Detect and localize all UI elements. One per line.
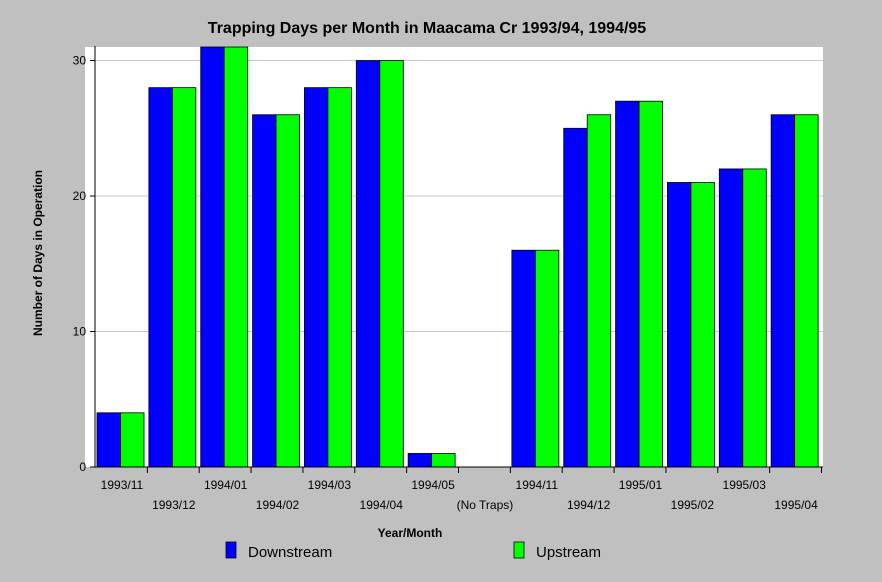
bar-downstream-1 <box>148 87 173 468</box>
y-tick-label: 20 <box>73 189 87 203</box>
bar-upstream-13 <box>794 114 819 468</box>
x-tick-label: 1994/11 <box>516 478 559 492</box>
axes <box>90 46 823 473</box>
y-tick-label: 0 <box>79 460 86 474</box>
bar-upstream-3 <box>275 114 300 468</box>
x-axis-label: Year/Month <box>378 526 443 540</box>
bar-upstream-1 <box>171 87 197 468</box>
legend-swatch-downstream <box>225 541 237 559</box>
x-tick-label: 1994/02 <box>256 498 300 512</box>
bar-upstream-9 <box>586 114 612 468</box>
bar-upstream-6 <box>431 453 456 468</box>
bar-downstream-0 <box>96 412 121 468</box>
y-axis-label: Number of Days in Operation <box>31 170 45 336</box>
bar-downstream-8 <box>511 249 536 468</box>
bar-downstream-10 <box>615 100 640 468</box>
x-tick-label: 1995/01 <box>619 478 663 492</box>
x-tick-label: 1995/04 <box>774 498 818 512</box>
x-tick-label: 1994/05 <box>411 478 455 492</box>
bar-downstream-11 <box>667 182 692 468</box>
x-tick-label: 1993/12 <box>152 498 196 512</box>
bar-upstream-8 <box>534 249 560 468</box>
bar-downstream-3 <box>252 114 277 468</box>
bar-downstream-13 <box>770 114 796 468</box>
x-tick-label: 1995/02 <box>671 498 715 512</box>
legend-label-upstream: Upstream <box>536 544 601 561</box>
bar-upstream-4 <box>327 87 352 468</box>
x-tick-label: 1994/01 <box>204 478 248 492</box>
x-tick-label: 1994/03 <box>308 478 352 492</box>
x-tick-label: 1993/11 <box>101 478 144 492</box>
bar-upstream-11 <box>690 182 715 468</box>
legend: Downstream Upstream <box>225 541 601 561</box>
y-tick-label: 30 <box>73 54 87 68</box>
bars <box>96 46 819 468</box>
x-tick-label: 1994/04 <box>360 498 404 512</box>
bar-downstream-5 <box>355 60 381 468</box>
bar-upstream-2 <box>223 46 249 468</box>
bar-upstream-0 <box>120 412 145 468</box>
y-tick-label: 10 <box>73 325 87 339</box>
bar-upstream-12 <box>742 168 767 468</box>
chart-title: Trapping Days per Month in Maacama Cr 19… <box>208 20 647 37</box>
bar-upstream-5 <box>379 60 404 468</box>
x-tick-label: 1995/03 <box>723 478 767 492</box>
legend-swatch-upstream <box>513 541 525 559</box>
bar-downstream-2 <box>200 46 225 468</box>
x-tick-label: 1994/12 <box>567 498 611 512</box>
bar-downstream-12 <box>718 168 744 468</box>
x-tick-label: (No Traps) <box>457 498 514 512</box>
bar-downstream-9 <box>563 127 588 468</box>
tick-labels: 0 10 20 30 1993/11 1993/12 1994/01 1994/02 1994/… <box>73 54 818 512</box>
bar-downstream-6 <box>407 453 433 468</box>
bar-downstream-4 <box>304 87 329 468</box>
bar-upstream-10 <box>638 100 663 468</box>
legend-label-downstream: Downstream <box>248 544 332 561</box>
